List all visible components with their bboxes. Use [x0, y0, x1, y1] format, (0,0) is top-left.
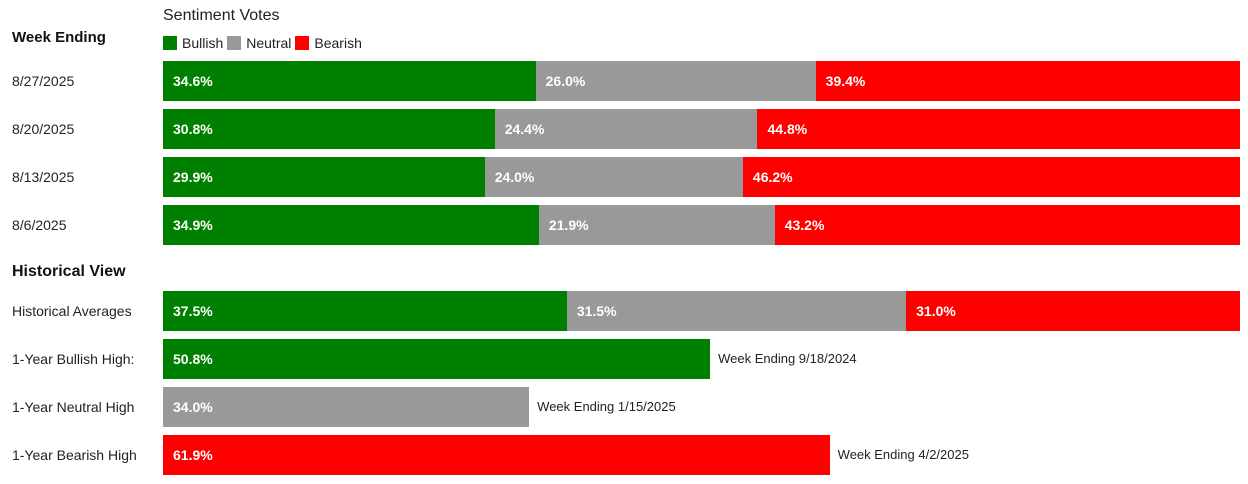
bar-segment-neutral-8-27-2025: 26.0%	[535, 61, 816, 101]
bar-segment-bearish-8-20-2025: 44.8%	[757, 109, 1240, 149]
legend-swatch-bullish	[163, 36, 177, 50]
legend-item-neutral: Neutral	[227, 35, 291, 51]
legend-swatch-neutral	[227, 36, 242, 50]
bar-segment-historical-bearish: 31.0%	[906, 291, 1240, 331]
bar-segment-historical-neutral: 31.5%	[566, 291, 907, 331]
bar-segment-bearish-8-27-2025-label: 39.4%	[825, 73, 866, 89]
bar-row-8-13-2025: 29.9% 24.0% 46.2%	[163, 157, 1240, 197]
bar-segment-bullish-8-13-2025-label: 29.9%	[173, 169, 213, 185]
bar-segment-bullish-8-20-2025-label: 30.8%	[173, 121, 213, 137]
legend: Bullish Neutral Bearish	[163, 35, 366, 51]
high-label-neutral: 1-Year Neutral High	[12, 399, 135, 415]
week-ending-header: Week Ending	[12, 29, 106, 46]
high-label-bearish: 1-Year Bearish High	[12, 447, 137, 463]
bar-segment-neutral-8-20-2025-label: 24.4%	[504, 121, 545, 137]
bar-segment-high-neutral: 34.0%	[163, 387, 530, 427]
high-note-bearish: Week Ending 4/2/2025	[837, 447, 969, 462]
bar-segment-high-bearish-label: 61.9%	[173, 447, 213, 463]
legend-label-bearish: Bearish	[314, 35, 362, 51]
bar-segment-high-bearish: 61.9%	[163, 435, 830, 475]
bar-segment-neutral-8-6-2025: 21.9%	[538, 205, 775, 245]
bar-segment-bullish-8-6-2025-label: 34.9%	[173, 217, 213, 233]
bar-segment-bullish-8-6-2025: 34.9%	[163, 205, 539, 245]
week-label-8-27-2025: 8/27/2025	[12, 73, 75, 89]
week-label-8-20-2025: 8/20/2025	[12, 121, 75, 137]
bar-row-high-bullish: 50.8%	[163, 339, 711, 379]
bar-segment-bearish-8-6-2025: 43.2%	[774, 205, 1240, 245]
chart-title: Sentiment Votes	[163, 7, 280, 24]
legend-label-neutral: Neutral	[246, 35, 292, 51]
bar-segment-neutral-8-13-2025: 24.0%	[484, 157, 743, 197]
bar-segment-historical-bearish-label: 31.0%	[916, 303, 956, 319]
bar-row-high-neutral: 34.0%	[163, 387, 530, 427]
bar-segment-historical-bullish-label: 37.5%	[173, 303, 213, 319]
bar-row-8-6-2025: 34.9% 21.9% 43.2%	[163, 205, 1240, 245]
bar-segment-historical-bullish: 37.5%	[163, 291, 567, 331]
bar-row-8-27-2025: 34.6% 26.0% 39.4%	[163, 61, 1240, 101]
bar-segment-neutral-8-13-2025-label: 24.0%	[494, 169, 535, 185]
week-label-8-6-2025: 8/6/2025	[12, 217, 67, 233]
bar-segment-bullish-8-20-2025: 30.8%	[163, 109, 495, 149]
bar-row-8-20-2025: 30.8% 24.4% 44.8%	[163, 109, 1240, 149]
bar-segment-historical-neutral-label: 31.5%	[576, 303, 617, 319]
bar-segment-neutral-8-6-2025-label: 21.9%	[548, 217, 589, 233]
legend-swatch-bearish	[295, 36, 310, 50]
high-label-bullish: 1-Year Bullish High:	[12, 351, 135, 367]
legend-item-bullish: Bullish	[163, 35, 223, 51]
bar-segment-bullish-8-13-2025: 29.9%	[163, 157, 485, 197]
bar-segment-high-bullish: 50.8%	[163, 339, 711, 379]
historical-view-header: Historical View	[12, 263, 126, 280]
bar-segment-bullish-8-27-2025: 34.6%	[163, 61, 536, 101]
bar-segment-bearish-8-13-2025: 46.2%	[742, 157, 1240, 197]
week-label-8-13-2025: 8/13/2025	[12, 169, 75, 185]
bar-row-high-bearish: 61.9%	[163, 435, 830, 475]
legend-item-bearish: Bearish	[295, 35, 362, 51]
bar-segment-high-bullish-label: 50.8%	[173, 351, 213, 367]
legend-label-bullish: Bullish	[182, 35, 224, 51]
bar-segment-bullish-8-27-2025-label: 34.6%	[173, 73, 213, 89]
high-note-neutral: Week Ending 1/15/2025	[537, 399, 676, 414]
bar-segment-bearish-8-27-2025: 39.4%	[815, 61, 1240, 101]
high-note-bullish: Week Ending 9/18/2024	[718, 351, 857, 366]
bar-segment-neutral-8-20-2025: 24.4%	[494, 109, 758, 149]
bar-segment-bearish-8-13-2025-label: 46.2%	[752, 169, 793, 185]
bar-segment-bearish-8-20-2025-label: 44.8%	[767, 121, 808, 137]
bar-row-historical-averages: 37.5% 31.5% 31.0%	[163, 291, 1240, 331]
historical-averages-label: Historical Averages	[12, 303, 132, 319]
bar-segment-high-neutral-label: 34.0%	[173, 399, 213, 415]
bar-segment-neutral-8-27-2025-label: 26.0%	[545, 73, 586, 89]
bar-segment-bearish-8-6-2025-label: 43.2%	[784, 217, 825, 233]
